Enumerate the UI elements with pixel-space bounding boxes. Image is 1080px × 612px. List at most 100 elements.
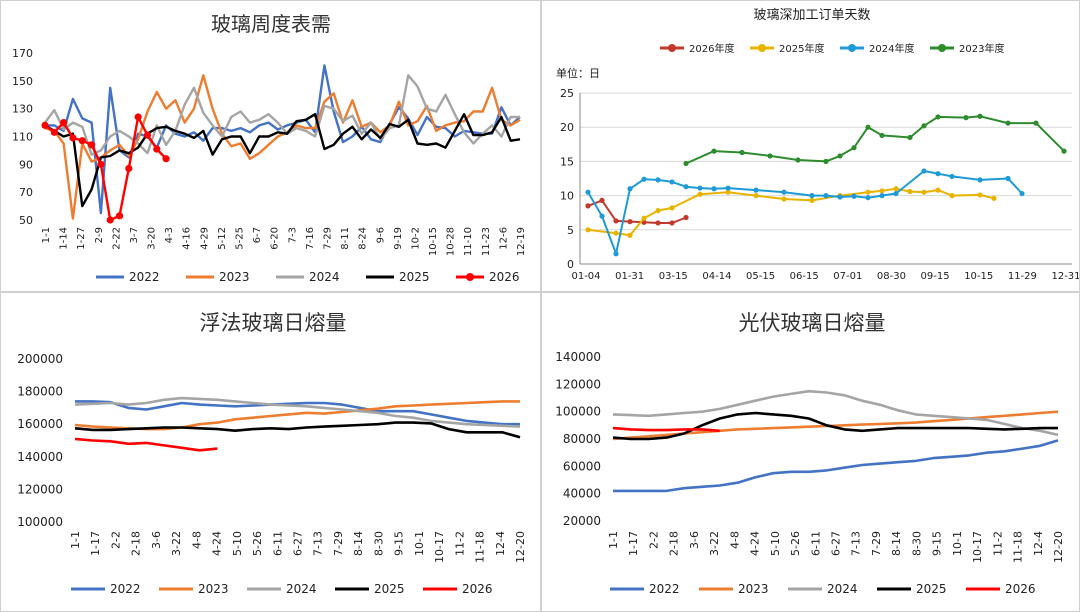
series-line-2025 — [74, 421, 521, 439]
series-line-2024 — [44, 74, 520, 156]
x-tick-label: 11-2 — [453, 531, 466, 556]
data-point-2024年度 — [879, 193, 885, 199]
y-tick-label: 0 — [567, 258, 574, 271]
y-axis-ticks: 20000 40000 60000 80000 100000 120000 140000 — [555, 350, 601, 528]
y-tick-label: 50 — [19, 214, 33, 227]
legend: 2026年度 2025年度 2024年度 2023年度 — [660, 42, 1004, 55]
data-point-2024年度 — [1019, 190, 1025, 197]
data-point-2024年度 — [851, 193, 857, 199]
data-point-2024年度 — [697, 185, 703, 191]
data-point-2026年度 — [669, 220, 675, 226]
x-tick-label: 1-1 — [41, 227, 52, 243]
x-tick-label: 12-20 — [1052, 531, 1065, 563]
y-tick-label: 80000 — [563, 432, 601, 446]
y-tick-label: 70 — [19, 186, 33, 199]
x-tick-label: 11-18 — [474, 531, 487, 563]
chart-title: 玻璃深加工订单天数 — [753, 8, 870, 23]
x-tick-label: 5-10 — [769, 531, 782, 556]
data-point-2026 — [41, 121, 49, 129]
y-tick-label: 120000 — [17, 482, 63, 496]
x-tick-label: 4-24 — [211, 531, 224, 556]
x-tick-label: 2-18 — [130, 531, 143, 556]
legend-marker — [848, 44, 856, 52]
y-tick-label: 140000 — [555, 350, 601, 364]
chart-title: 玻璃周度表需 — [211, 12, 331, 36]
legend-label: 2025 — [374, 582, 405, 596]
data-point-2023年度 — [921, 123, 927, 129]
data-point-2023年度 — [977, 113, 983, 119]
legend-label: 2022 — [110, 582, 141, 596]
data-point-2025年度 — [907, 188, 913, 195]
x-tick-label: 1-1 — [69, 531, 82, 549]
chart-title: 光伏玻璃日熔量 — [739, 311, 886, 335]
x-tick-label: 4-24 — [749, 531, 762, 556]
x-tick-label: 10-15 — [428, 227, 439, 256]
x-tick-label: 5-12 — [217, 227, 228, 250]
data-point-2025年度 — [641, 215, 647, 221]
series-line-2023年度 — [685, 115, 1065, 165]
data-point-2026 — [143, 131, 152, 139]
legend-label: 2026 — [489, 270, 520, 284]
data-point-2023年度 — [739, 149, 745, 156]
legend-label: 2024 — [286, 582, 317, 596]
y-axis-ticks: 50 70 90 110 130 150 170 — [12, 47, 33, 227]
x-tick-label: 12-4 — [494, 531, 507, 556]
legend-label: 2024 — [827, 582, 858, 596]
series-lines — [41, 64, 521, 224]
data-point-2024年度 — [753, 187, 759, 193]
x-tick-label: 3-6 — [688, 531, 701, 549]
x-tick-label: 4-8 — [190, 531, 203, 549]
x-tick-label: 7-29 — [322, 227, 333, 250]
legend-marker — [758, 44, 766, 52]
x-tick-label: 4-3 — [164, 227, 175, 243]
order-days-panel: 玻璃深加工订单天数 单位：日 0 5 10 15 20 25 01-04 01-31 03-15… — [541, 0, 1080, 292]
data-point-2024年度 — [809, 193, 815, 199]
legend-label: 2023 — [219, 270, 250, 284]
data-point-2026年度 — [627, 218, 633, 225]
x-tick-label: 7-16 — [305, 227, 316, 250]
data-point-2024年度 — [893, 190, 899, 197]
data-point-2025年度 — [935, 187, 941, 193]
data-point-2026年度 — [655, 220, 661, 226]
data-point-2023年度 — [1033, 120, 1039, 126]
x-tick-label: 03-15 — [659, 271, 688, 282]
weekly-demand-panel: 玻璃周度表需 50 70 90 110 130 150 170 1-1 1-14 1-27 2-9 2… — [0, 0, 541, 292]
data-point-2024年度 — [781, 189, 787, 195]
x-tick-label: 1-27 — [76, 227, 87, 250]
data-point-2023年度 — [711, 148, 717, 154]
legend-label: 2026 — [1005, 582, 1036, 596]
x-tick-label: 4-8 — [728, 531, 741, 549]
data-point-2023年度 — [1005, 120, 1011, 126]
x-tick-label: 2-2 — [109, 531, 122, 549]
data-point-2023年度 — [823, 158, 829, 164]
data-point-2025年度 — [921, 189, 927, 195]
data-point-2026 — [97, 160, 105, 168]
x-tick-label: 2-22 — [111, 227, 122, 250]
data-point-2023年度 — [907, 134, 913, 141]
legend-label: 2025年度 — [779, 42, 824, 55]
legend-marker — [466, 273, 474, 281]
y-tick-label: 110 — [12, 131, 33, 144]
data-point-2024年度 — [627, 186, 633, 192]
data-point-2025年度 — [865, 189, 871, 195]
series-line-2025 — [44, 113, 521, 208]
x-tick-label: 3-7 — [129, 227, 140, 243]
x-tick-label: 1-17 — [627, 531, 640, 556]
y-tick-label: 20 — [560, 121, 574, 134]
data-point-2024年度 — [1005, 175, 1011, 182]
data-point-2025年度 — [809, 197, 815, 203]
legend-label: 2025 — [916, 582, 947, 596]
legend: 2022 2023 2024 2025 2026 — [71, 582, 493, 596]
data-point-2024年度 — [977, 177, 983, 183]
data-point-2024年度 — [599, 213, 605, 219]
x-tick-label: 10-1 — [951, 531, 964, 556]
series-line-2024 — [612, 389, 1059, 437]
x-tick-label: 5-25 — [235, 227, 246, 250]
x-tick-label: 11-10 — [463, 227, 474, 256]
series-lines — [585, 113, 1067, 257]
x-tick-label: 9-15 — [393, 531, 406, 556]
data-point-2024年度 — [865, 195, 871, 201]
legend: 2022 2023 2024 2025 2026 — [96, 270, 520, 284]
x-tick-label: 10-28 — [446, 227, 457, 256]
data-point-2023年度 — [1061, 148, 1067, 154]
